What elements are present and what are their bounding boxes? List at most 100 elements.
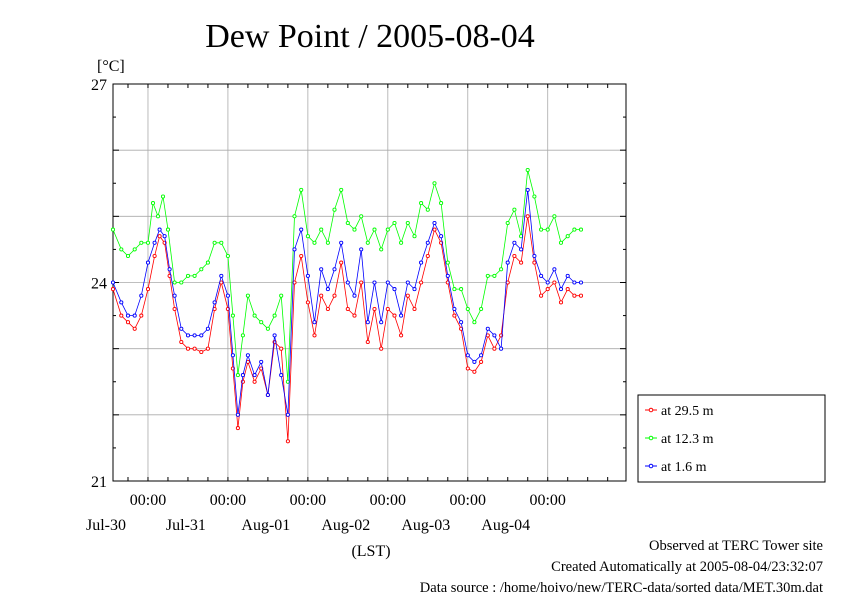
- data-point: [565, 287, 570, 292]
- data-point: [565, 273, 570, 278]
- data-point: [465, 353, 470, 358]
- data-point: [365, 320, 370, 325]
- data-point: [259, 359, 264, 364]
- data-point: [532, 260, 537, 265]
- data-point: [545, 280, 550, 285]
- data-point: [512, 240, 517, 245]
- data-point: [312, 240, 317, 245]
- data-point: [578, 280, 584, 285]
- data-point: [319, 293, 324, 298]
- legend-marker: [648, 463, 654, 469]
- data-point: [259, 320, 264, 325]
- data-point: [332, 267, 337, 272]
- data-point: [205, 346, 210, 351]
- legend-label: at 1.6 m: [661, 460, 707, 475]
- data-point: [432, 227, 437, 232]
- data-point: [292, 247, 297, 252]
- data-point: [192, 273, 197, 278]
- data-point: [205, 326, 210, 331]
- data-point: [212, 300, 217, 305]
- data-point: [125, 320, 131, 325]
- data-point: [145, 260, 151, 265]
- data-point: [552, 267, 557, 272]
- data-point: [199, 267, 204, 272]
- data-point: [132, 247, 137, 252]
- data-point: [578, 227, 584, 232]
- y-tick-label: 24: [91, 276, 107, 293]
- data-point: [372, 280, 377, 285]
- data-point: [425, 240, 430, 245]
- data-point: [525, 187, 530, 192]
- legend-box: [637, 394, 826, 483]
- legend: at 29.5 m at 12.3 m at 1.6 m: [637, 394, 826, 483]
- data-point: [445, 273, 450, 278]
- data-point: [179, 326, 184, 331]
- data-point: [132, 326, 137, 331]
- data-point: [465, 306, 470, 312]
- data-point: [545, 227, 550, 232]
- data-point: [558, 287, 564, 292]
- data-point: [252, 373, 257, 378]
- data-point: [345, 306, 350, 312]
- data-point: [385, 280, 390, 285]
- chart-title: Dew Point / 2005-08-04: [205, 18, 535, 55]
- data-point: [552, 280, 557, 285]
- data-point: [325, 287, 330, 292]
- data-point: [285, 439, 290, 444]
- data-point: [379, 346, 384, 351]
- data-point: [359, 247, 364, 252]
- y-tick-label: 27: [91, 77, 107, 94]
- legend-marker: [648, 407, 654, 413]
- data-point: [352, 293, 357, 298]
- data-point: [392, 220, 397, 226]
- data-point: [472, 320, 477, 325]
- data-point: [192, 346, 197, 351]
- data-point: [160, 194, 166, 199]
- data-point: [539, 227, 544, 232]
- created-note: Created Automatically at 2005-08-04/23:3…: [551, 559, 823, 575]
- source-note: Data source : /home/hoivo/new/TERC-data/…: [420, 580, 823, 595]
- y-tick-label: 21: [91, 474, 107, 491]
- data-point: [479, 359, 484, 364]
- x-tick-time-label: 00:00: [529, 492, 565, 509]
- data-point: [279, 293, 284, 298]
- y-axis-label: [°C]: [97, 58, 125, 75]
- data-point: [432, 220, 437, 226]
- data-point: [479, 353, 484, 358]
- data-point: [332, 293, 337, 298]
- data-point: [419, 260, 424, 265]
- data-point: [230, 313, 235, 318]
- data-point: [565, 234, 570, 239]
- data-point: [558, 240, 564, 245]
- data-point: [399, 313, 404, 318]
- data-point: [319, 267, 324, 272]
- data-point: [240, 373, 245, 378]
- x-tick-date-label: Aug-01: [241, 517, 290, 534]
- data-point: [452, 287, 457, 292]
- data-point: [379, 247, 384, 252]
- data-point: [265, 326, 270, 331]
- data-point: [272, 333, 277, 338]
- data-point: [505, 260, 510, 265]
- data-point: [558, 300, 564, 305]
- data-point: [119, 300, 124, 305]
- data-point: [125, 313, 131, 318]
- data-point: [352, 313, 357, 318]
- data-point: [405, 280, 410, 285]
- data-point: [539, 273, 544, 278]
- data-point: [145, 240, 151, 245]
- data-point: [359, 214, 364, 219]
- data-point: [539, 293, 544, 298]
- data-point: [345, 280, 350, 285]
- data-point: [230, 353, 235, 358]
- data-point: [385, 306, 390, 312]
- data-point: [179, 339, 184, 345]
- data-point: [172, 280, 177, 285]
- data-point: [252, 313, 257, 318]
- data-point: [339, 240, 344, 245]
- data-point: [572, 280, 577, 285]
- data-point: [312, 333, 317, 338]
- legend-marker: [648, 435, 654, 441]
- data-point: [439, 201, 444, 206]
